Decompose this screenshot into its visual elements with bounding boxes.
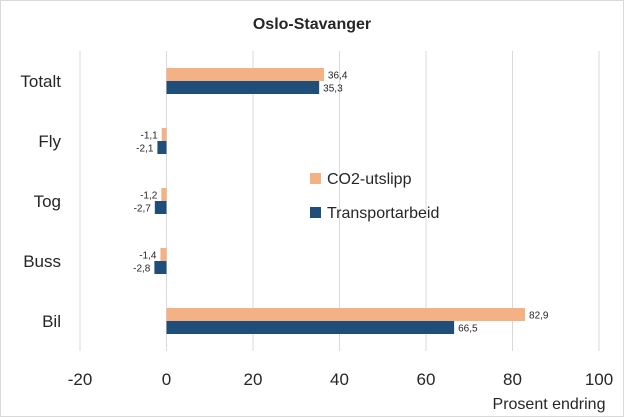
legend-label-transport: Transportarbeid <box>327 205 439 222</box>
legend: CO2-utslipp Transportarbeid <box>310 171 439 222</box>
x-tick-label: 80 <box>503 370 522 389</box>
x-tick-label: 0 <box>162 370 171 389</box>
category-label-fly: Fly <box>38 132 61 151</box>
data-label-tog-co2: -1,2 <box>140 191 158 202</box>
category-label-tog: Tog <box>34 192 61 211</box>
category-label-buss: Buss <box>23 252 61 271</box>
data-label-totalt-transport: 35,3 <box>323 84 343 95</box>
category-label-bil: Bil <box>42 312 61 331</box>
bar-totalt-co2 <box>166 68 324 81</box>
bar-tog-transport <box>154 201 167 214</box>
chart-title: Oslo-Stavanger <box>253 16 371 33</box>
data-labels: 36,4 35,3 -1,1 -2,1 -1,2 -2,7 -1,4 -2,8 82,9 66,5 <box>133 71 549 335</box>
bar-tog-co2 <box>161 188 167 201</box>
data-label-bil-transport: 66,5 <box>458 324 478 335</box>
x-tick-label: 40 <box>330 370 349 389</box>
category-labels: Totalt Fly Tog Buss Bil <box>20 72 61 331</box>
x-tick-label: 60 <box>417 370 436 389</box>
legend-swatch-co2 <box>310 173 321 184</box>
data-label-bil-co2: 82,9 <box>529 311 549 322</box>
x-tick-label: 20 <box>244 370 263 389</box>
data-label-fly-transport: -2,1 <box>136 144 154 155</box>
bar-fly-co2 <box>161 128 167 141</box>
legend-label-co2: CO2-utslipp <box>327 171 412 188</box>
data-label-tog-transport: -2,7 <box>134 204 152 215</box>
bar-bil-transport <box>166 321 455 334</box>
bar-fly-transport <box>157 141 167 154</box>
x-tick-label: 100 <box>585 370 613 389</box>
category-label-totalt: Totalt <box>20 72 61 91</box>
data-label-buss-co2: -1,4 <box>139 251 157 262</box>
x-axis-label: Prosent endring <box>493 396 606 413</box>
data-label-totalt-co2: 36,4 <box>328 71 348 82</box>
bar-buss-co2 <box>160 248 167 261</box>
data-label-buss-transport: -2,8 <box>133 264 151 275</box>
bar-bil-co2 <box>166 308 526 321</box>
bar-totalt-transport <box>166 81 320 94</box>
legend-swatch-transport <box>310 207 321 218</box>
data-label-fly-co2: -1,1 <box>141 131 159 142</box>
bar-buss-transport <box>154 261 167 274</box>
x-tick-labels: -20 0 20 40 60 80 100 <box>68 370 613 389</box>
x-tick-label: -20 <box>68 370 93 389</box>
bars <box>154 68 526 334</box>
grid-lines <box>79 51 600 351</box>
